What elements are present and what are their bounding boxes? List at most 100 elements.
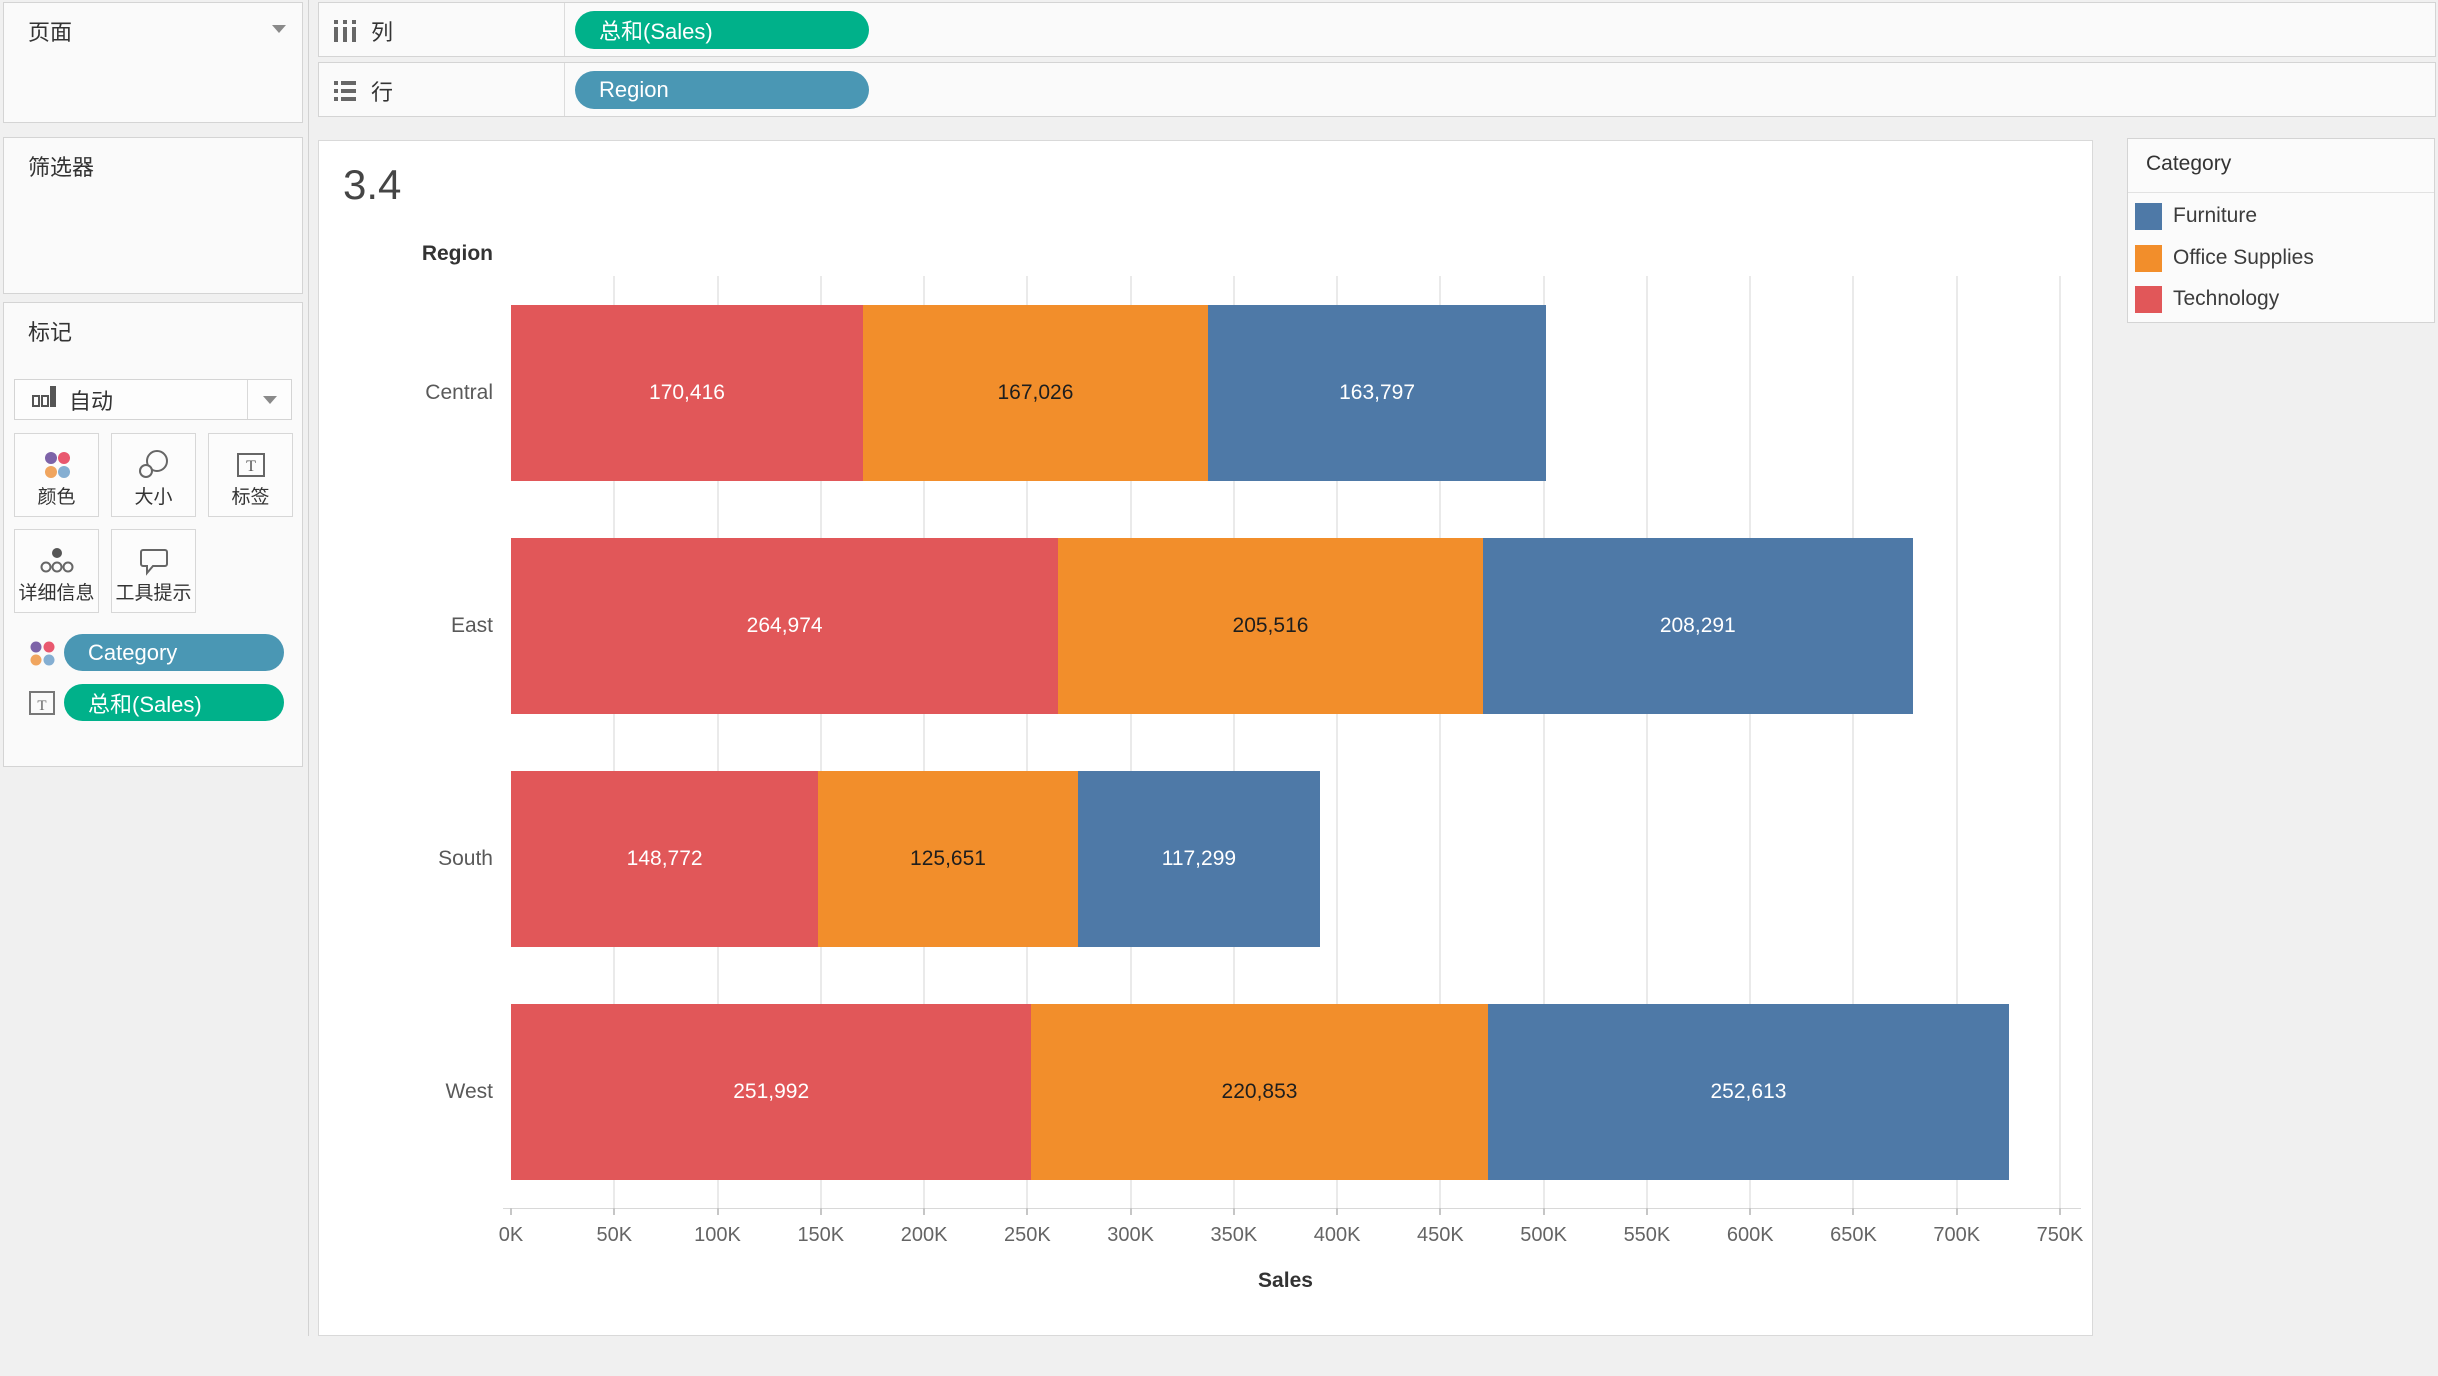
x-tick-label: 50K <box>596 1224 633 1246</box>
marks-card-label: 标记 <box>28 320 73 345</box>
x-tick-label: 600K <box>1726 1224 1774 1246</box>
pill-sum-sales-columns[interactable]: 总和(Sales) <box>575 11 869 49</box>
tick-mark <box>1645 1208 1648 1215</box>
svg-text:T: T <box>37 698 46 714</box>
bar-value-label: 264,974 <box>746 613 823 637</box>
color-button-label: 颜色 <box>37 487 76 508</box>
sidebar-divider <box>308 0 309 1336</box>
bar-segment-office-supplies[interactable]: 125,651 <box>818 770 1078 947</box>
bar-value-label: 220,853 <box>1221 1079 1298 1103</box>
tick-mark <box>510 1208 512 1215</box>
legend-divider <box>2128 192 2434 193</box>
filters-shelf: 筛选器 <box>3 137 303 294</box>
x-axis-line <box>503 1208 2081 1209</box>
tick-mark <box>1336 1208 1339 1215</box>
gridline <box>613 276 616 1208</box>
mark-type-caret[interactable] <box>247 380 291 419</box>
x-tick-label: 350K <box>1210 1224 1258 1246</box>
gridline <box>1852 276 1855 1208</box>
tick-mark <box>716 1208 719 1215</box>
row-label[interactable]: East <box>450 613 493 637</box>
detail-dots-icon <box>37 544 77 583</box>
legend-item[interactable]: Technology <box>2128 279 2434 320</box>
x-tick-label: 750K <box>2036 1224 2084 1246</box>
bar-segment-furniture[interactable]: 208,291 <box>1482 537 1913 714</box>
bar-segment-technology[interactable]: 170,416 <box>511 304 863 481</box>
row-label[interactable]: West <box>445 1079 493 1103</box>
pages-shelf: 页面 <box>3 2 303 123</box>
x-tick-label: 450K <box>1417 1224 1464 1246</box>
bar-segment-furniture[interactable]: 252,613 <box>1487 1003 2010 1180</box>
pill-sum-sales[interactable]: 总和(Sales) <box>64 684 284 721</box>
tick-mark <box>1439 1208 1442 1215</box>
label-button[interactable]: T 标签 <box>208 433 293 517</box>
tooltip-button-label: 工具提示 <box>115 583 192 604</box>
gridline <box>923 276 926 1208</box>
x-tick-label: 650K <box>1830 1224 1877 1246</box>
tooltip-bubble-icon <box>136 544 172 583</box>
bar-segment-office-supplies[interactable]: 167,026 <box>862 304 1208 481</box>
columns-shelf: 列 总和(Sales) <box>318 2 2436 57</box>
bar-segment-office-supplies[interactable]: 205,516 <box>1058 537 1483 714</box>
rows-icon <box>331 77 359 110</box>
mark-type-dropdown[interactable]: 自动 <box>14 379 292 420</box>
marks-color-encoding-row: Category <box>4 634 302 671</box>
worksheet: 3.4 Region 0K 50K 100K 150K 200K 250K 300K 350K… <box>318 140 2093 1336</box>
sheet-title: 3.4 <box>343 161 402 208</box>
pill-region[interactable]: Region <box>575 71 869 109</box>
gridline <box>1026 276 1029 1208</box>
bar-value-label: 167,026 <box>997 380 1074 404</box>
tableau-workspace: 页面 筛选器 标记 自动 颜色 <box>3 0 2436 1336</box>
marks-card: 标记 自动 颜色 <box>3 302 303 767</box>
rows-shelf-label: 行 <box>371 80 394 105</box>
detail-button-label: 详细信息 <box>18 583 95 604</box>
color-legend: Category Furniture Office Supplies Technol… <box>2127 138 2435 323</box>
legend-item[interactable]: Furniture <box>2128 196 2434 237</box>
legend-item-label: Office Supplies <box>2173 245 2314 269</box>
row-label[interactable]: Central <box>425 380 493 404</box>
x-axis-title: Sales <box>1258 1269 1313 1292</box>
bar-value-label: 170,416 <box>649 380 725 404</box>
bar-value-label: 208,291 <box>1659 613 1736 637</box>
chevron-down-icon[interactable] <box>272 25 286 33</box>
bar-segment-technology[interactable]: 148,772 <box>511 770 819 947</box>
shelf-separator <box>564 3 565 56</box>
bar-segment-office-supplies[interactable]: 220,853 <box>1031 1003 1488 1180</box>
legend-item-label: Furniture <box>2173 204 2258 227</box>
shelf-separator <box>564 63 565 116</box>
bar-segment-technology[interactable]: 264,974 <box>511 537 1059 714</box>
pages-shelf-label: 页面 <box>28 20 73 45</box>
color-button[interactable]: 颜色 <box>14 433 99 517</box>
columns-shelf-label: 列 <box>371 20 394 45</box>
tooltip-button[interactable]: 工具提示 <box>111 529 196 613</box>
legend-item[interactable]: Office Supplies <box>2128 238 2434 279</box>
legend-title: Category <box>2146 152 2232 175</box>
legend-swatch <box>2135 244 2162 272</box>
bar-segment-furniture[interactable]: 117,299 <box>1077 770 1321 947</box>
gridline <box>1542 276 1545 1208</box>
gridline <box>1232 276 1235 1208</box>
gridline <box>2059 276 2061 1208</box>
x-tick-label: 400K <box>1313 1224 1361 1246</box>
gridline <box>1439 276 1442 1208</box>
tick-mark <box>1542 1208 1545 1215</box>
gridline <box>1955 276 1958 1208</box>
detail-button[interactable]: 详细信息 <box>14 529 99 613</box>
size-circles-icon <box>136 448 172 487</box>
bar-value-label: 148,772 <box>626 846 703 870</box>
tick-mark <box>1026 1208 1029 1215</box>
gridline <box>1129 276 1132 1208</box>
row-label[interactable]: South <box>438 846 493 870</box>
x-tick-label: 250K <box>1003 1224 1051 1246</box>
x-tick-label: 0K <box>498 1224 524 1246</box>
row-field-header[interactable]: Region <box>421 242 493 265</box>
bar-segment-furniture[interactable]: 163,797 <box>1207 304 1547 481</box>
pill-category[interactable]: Category <box>64 634 284 671</box>
bar-segment-technology[interactable]: 251,992 <box>511 1003 1032 1180</box>
gridline <box>819 276 822 1208</box>
bar-value-label: 163,797 <box>1339 380 1416 404</box>
color-dots-icon <box>28 639 56 672</box>
size-button[interactable]: 大小 <box>111 433 196 517</box>
label-button-label: 标签 <box>231 487 270 508</box>
mark-type-value: 自动 <box>69 388 114 414</box>
